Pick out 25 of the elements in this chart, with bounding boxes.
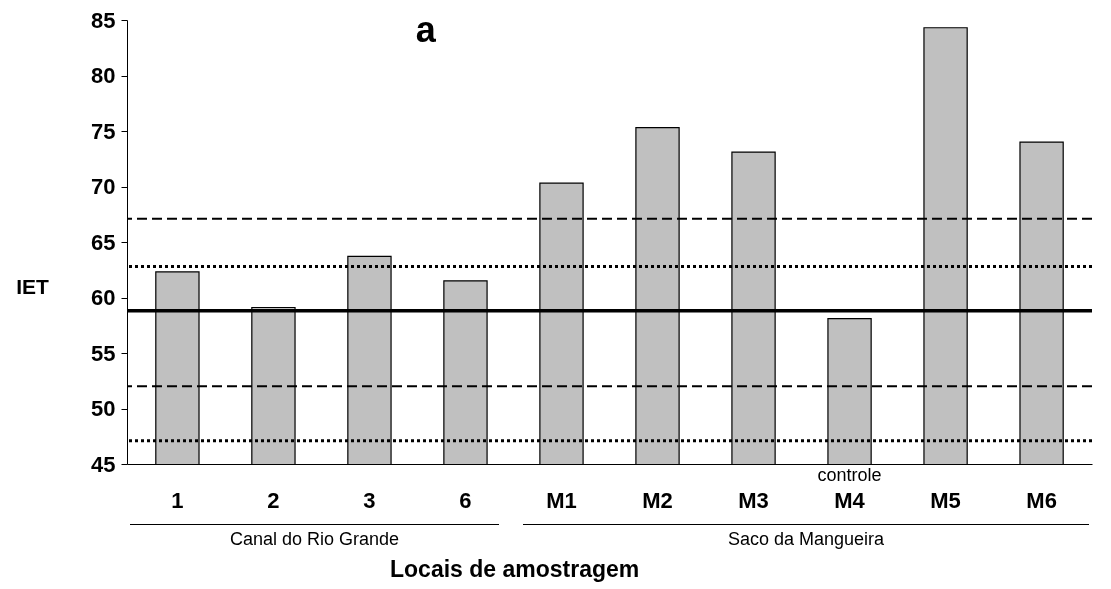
x-tick-label: 6: [459, 487, 472, 513]
x-tick-label: 3: [363, 487, 376, 513]
y-tick-label: 50: [91, 396, 116, 421]
text: Saco da Mangueira: [523, 524, 1089, 550]
chart-title: a: [415, 9, 437, 50]
y-axis-title: IET: [16, 275, 50, 298]
x-tick-label: 2: [267, 487, 280, 513]
y-tick-label: 55: [91, 340, 116, 366]
x-tick-label: M5: [930, 487, 961, 513]
x-tick-label: M4: [834, 487, 866, 513]
x-tick-label: M6: [1026, 487, 1057, 513]
y-tick-label: 45: [91, 451, 116, 477]
y-tick-label: 85: [91, 7, 116, 33]
x-axis-title: Locais de amostragem: [389, 556, 640, 583]
x-tick-label: M3: [738, 487, 769, 513]
text: controle: [816, 465, 883, 486]
y-tick-label: 75: [91, 118, 116, 144]
x-tick-label: M2: [642, 487, 673, 513]
x-tick-label: M1: [546, 487, 577, 513]
y-tick-label: 60: [91, 285, 116, 310]
y-tick-label: 65: [91, 229, 116, 255]
text: Canal do Rio Grande: [130, 524, 500, 550]
y-tick-label: 80: [91, 63, 116, 88]
x-tick-label: 1: [171, 487, 184, 513]
y-tick-label: 70: [91, 174, 116, 199]
